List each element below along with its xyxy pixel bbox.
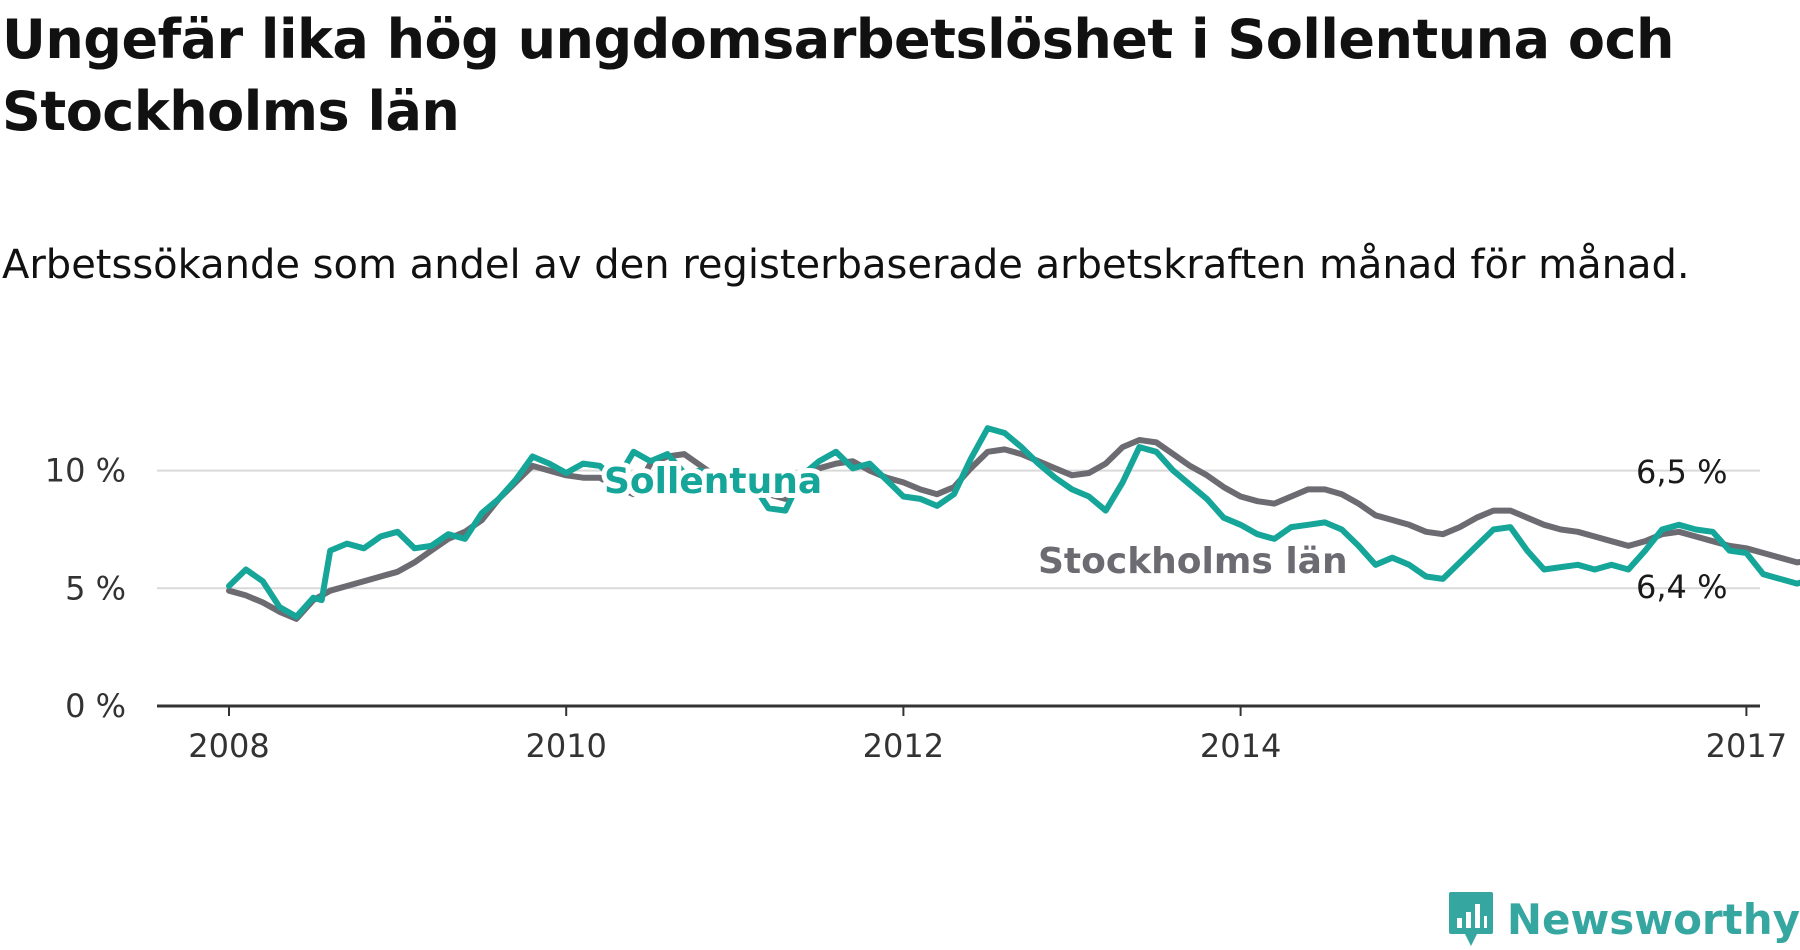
series-label-sollentuna: Sollentuna xyxy=(604,461,822,502)
series-label-stockholms-lan: Stockholms län xyxy=(1038,541,1348,582)
y-axis: 0 % 5 % 10 % xyxy=(45,452,126,725)
gridlines xyxy=(157,469,1760,590)
end-label-sollentuna: 6,4 % xyxy=(1636,568,1727,606)
x-tick-label: 2008 xyxy=(188,727,269,765)
newsworthy-logo-text: Newsworthy xyxy=(1506,894,1800,944)
end-label-stockholms-lan: 6,5 % xyxy=(1636,453,1727,491)
series-line-stockholms-lan xyxy=(226,437,1800,622)
x-tick-label: 2017 xyxy=(1706,727,1787,765)
line-chart: 0 %5 %10 % 20082010201220142017201920212… xyxy=(45,425,1800,765)
x-axis: 200820102012201420172019202120232025 xyxy=(157,704,1787,765)
series-lines xyxy=(226,425,1800,622)
y-tick-label: 10 % xyxy=(45,452,126,490)
newsworthy-logo-icon xyxy=(1448,892,1493,946)
series-labels: Sollentuna Stockholms län 6,5 % 6,4 % xyxy=(599,453,1727,606)
chart-title: Ungefär lika hög ungdomsarbetslöshet i S… xyxy=(2,8,1674,143)
y-tick-label: 5 % xyxy=(65,569,126,607)
newsworthy-logo: Newsworthy xyxy=(1447,888,1800,950)
series-line-sollentuna xyxy=(226,425,1800,620)
x-tick-label: 2014 xyxy=(1200,727,1281,765)
x-tick-label: 2010 xyxy=(525,727,606,765)
chart-subtitle: Arbetssökande som andel av den registerb… xyxy=(2,242,1690,288)
y-tick-label: 0 % xyxy=(65,687,126,725)
x-tick-label: 2012 xyxy=(863,727,944,765)
